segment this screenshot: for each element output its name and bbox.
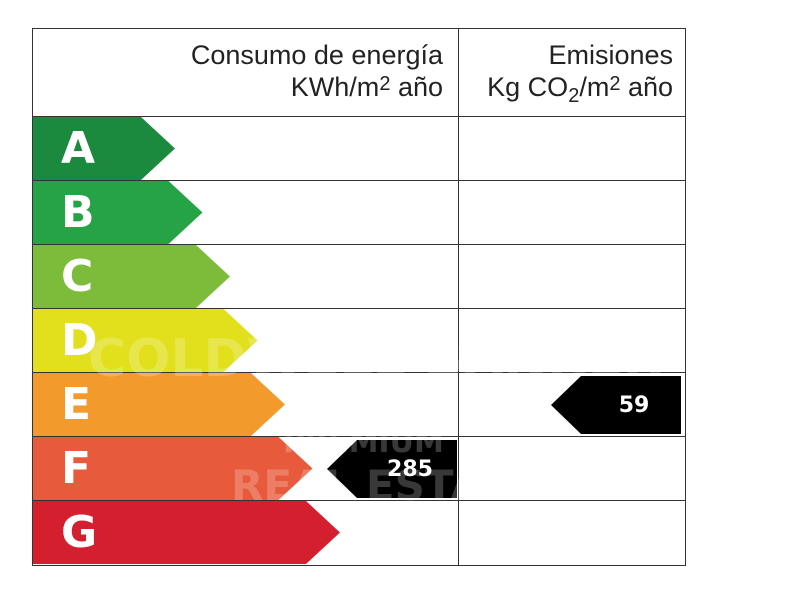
rating-letter: A <box>61 123 96 174</box>
energy-header-unit: KWh/m2 año <box>290 72 443 102</box>
rating-bar-b: B <box>33 181 203 244</box>
energy-rating-marker: 285 <box>327 440 457 498</box>
row-divider <box>33 372 685 373</box>
row-divider <box>33 308 685 309</box>
emissions-header: Emisiones Kg CO2/m2 año <box>487 39 673 107</box>
row-divider <box>33 180 685 181</box>
rating-arrow-g <box>33 501 340 564</box>
rating-arrow-d <box>33 309 258 372</box>
rating-letter: G <box>61 507 98 558</box>
row-divider <box>33 244 685 245</box>
energy-rating-marker-arrow <box>327 440 457 498</box>
rating-bar-g: G <box>33 501 340 564</box>
rating-arrow-f <box>33 437 313 500</box>
rating-bar-d: D <box>33 309 258 372</box>
rating-bar-e: E <box>33 373 285 436</box>
energy-rating-marker-value: 285 <box>387 456 433 482</box>
header-divider <box>33 116 685 117</box>
rating-arrow-e <box>33 373 285 436</box>
emissions-rating-marker-value: 59 <box>618 392 650 418</box>
rating-letter: B <box>61 187 95 238</box>
emissions-rating-marker: 59 <box>551 376 681 434</box>
column-divider <box>458 29 459 565</box>
rating-bar-c: C <box>33 245 230 308</box>
energy-certificate-label: Consumo de energía KWh/m2 año Emisiones … <box>32 28 686 566</box>
rating-letter: E <box>61 379 92 430</box>
emissions-rating-marker-arrow <box>551 376 681 434</box>
rating-arrow-a <box>33 117 175 180</box>
energy-header-title: Consumo de energía <box>190 40 443 70</box>
rating-letter: C <box>61 251 94 302</box>
rating-arrow-c <box>33 245 230 308</box>
emissions-header-unit: Kg CO2/m2 año <box>487 72 673 107</box>
emissions-header-title: Emisiones <box>548 40 673 70</box>
row-divider <box>33 436 685 437</box>
row-divider <box>33 500 685 501</box>
rating-letter: F <box>61 443 92 494</box>
rating-letter: D <box>61 315 98 366</box>
rating-bar-f: F <box>33 437 313 500</box>
rating-bar-a: A <box>33 117 175 180</box>
energy-header: Consumo de energía KWh/m2 año <box>191 39 443 103</box>
rating-arrow-b <box>33 181 203 244</box>
